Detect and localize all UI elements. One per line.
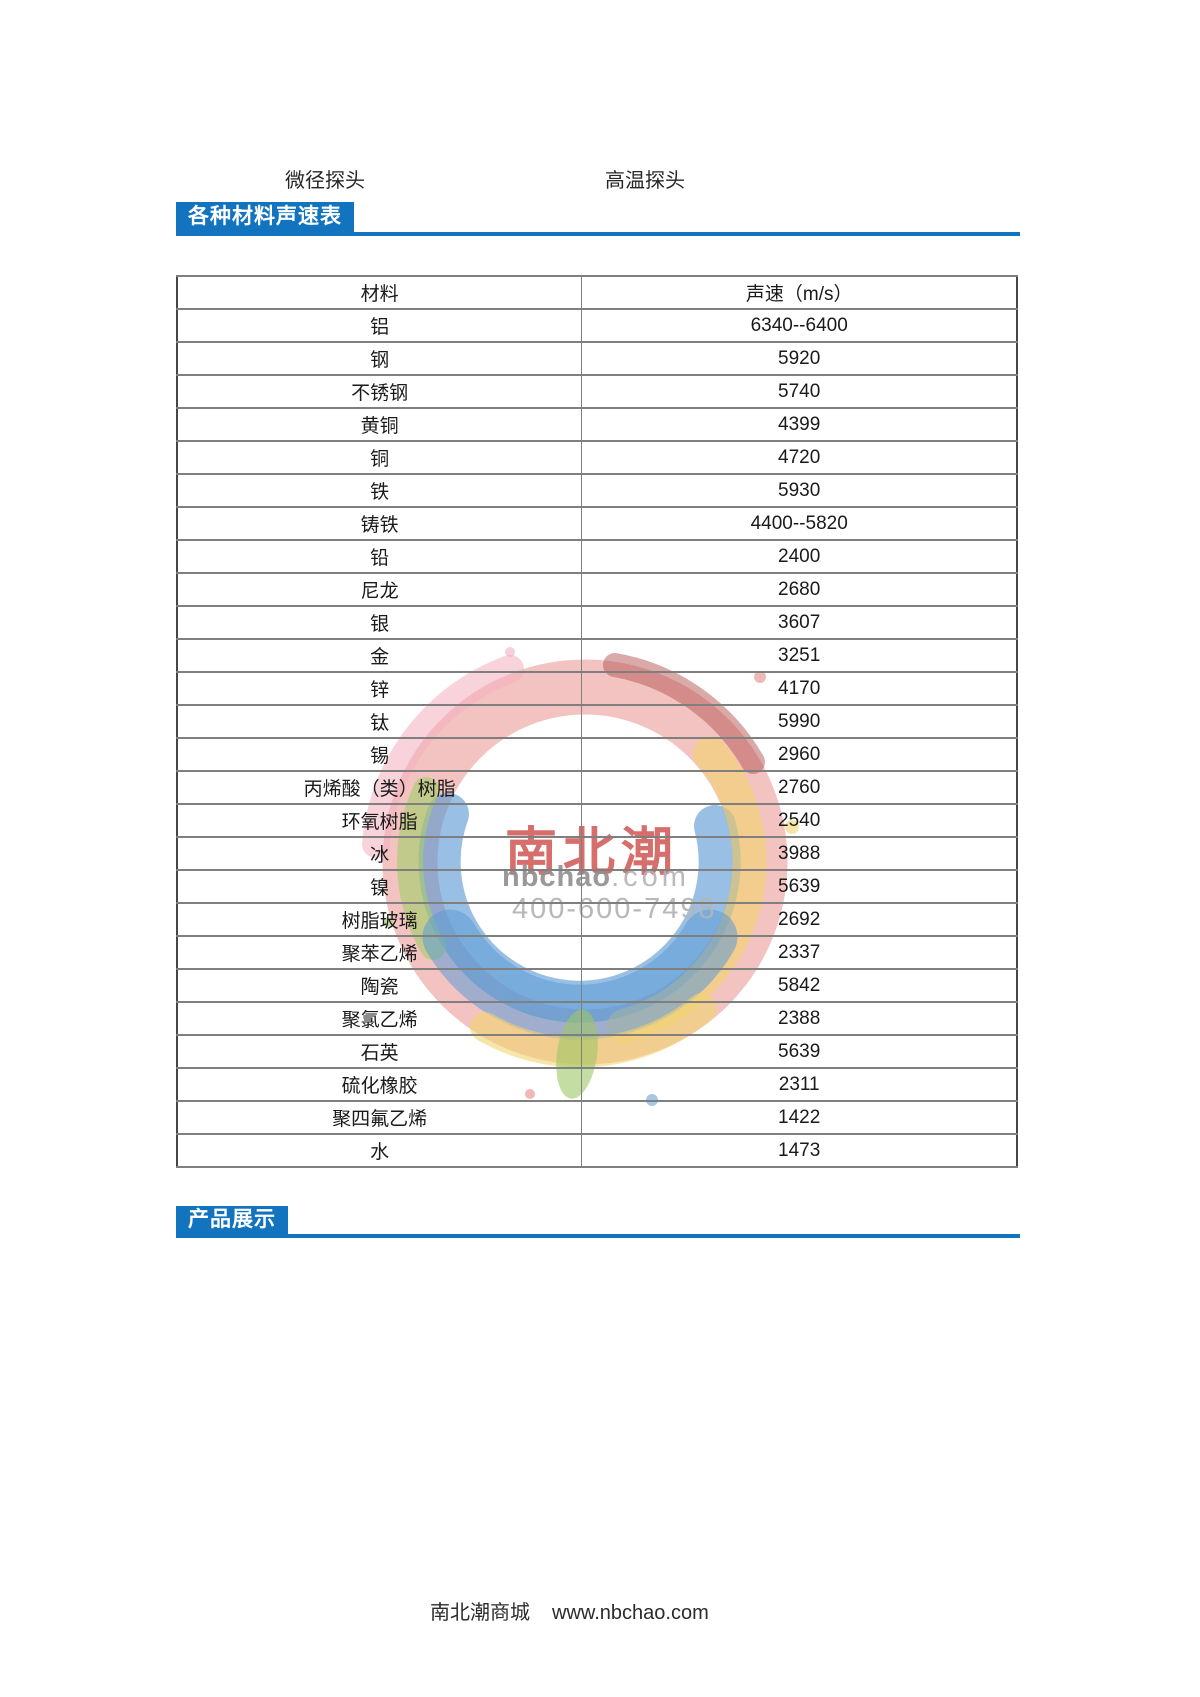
velocity-cell: 2337 bbox=[581, 935, 1018, 970]
material-cell: 聚氯乙烯 bbox=[176, 1001, 583, 1036]
velocity-cell: 4399 bbox=[581, 407, 1018, 442]
velocity-cell: 6340--6400 bbox=[581, 308, 1018, 343]
material-cell: 锌 bbox=[176, 671, 583, 706]
table-row: 锡 2960 bbox=[176, 737, 1018, 772]
table-body: 铝 6340--6400 钢 5920 不锈钢 5740 黄铜 4399 铜 4720 铁 5930 铸… bbox=[176, 308, 1018, 1168]
table-row: 不锈钢 5740 bbox=[176, 374, 1018, 409]
table-row: 树脂玻璃 2692 bbox=[176, 902, 1018, 937]
material-cell: 钢 bbox=[176, 341, 583, 376]
probe-label-micro: 微径探头 bbox=[285, 170, 365, 192]
velocity-cell: 3251 bbox=[581, 638, 1018, 673]
probe-label-hightemp: 高温探头 bbox=[605, 170, 685, 192]
section-title-velocity-table: 各种材料声速表 bbox=[176, 202, 354, 232]
velocity-cell: 4720 bbox=[581, 440, 1018, 475]
table-row: 钢 5920 bbox=[176, 341, 1018, 376]
page-footer: 南北潮商城 www.nbchao.com bbox=[430, 1596, 709, 1625]
velocity-cell: 2388 bbox=[581, 1001, 1018, 1036]
material-cell: 环氧树脂 bbox=[176, 803, 583, 838]
velocity-cell: 5990 bbox=[581, 704, 1018, 739]
material-cell: 陶瓷 bbox=[176, 968, 583, 1003]
table-row: 聚四氟乙烯 1422 bbox=[176, 1100, 1018, 1135]
table-row: 环氧树脂 2540 bbox=[176, 803, 1018, 838]
velocity-cell: 1422 bbox=[581, 1100, 1018, 1135]
material-cell: 铜 bbox=[176, 440, 583, 475]
velocity-cell: 5842 bbox=[581, 968, 1018, 1003]
material-cell: 铅 bbox=[176, 539, 583, 574]
material-cell: 铁 bbox=[176, 473, 583, 508]
velocity-cell: 2760 bbox=[581, 770, 1018, 805]
table-row: 锌 4170 bbox=[176, 671, 1018, 706]
velocity-cell: 2400 bbox=[581, 539, 1018, 574]
velocity-cell: 3988 bbox=[581, 836, 1018, 871]
material-cell: 黄铜 bbox=[176, 407, 583, 442]
table-row: 铸铁 4400--5820 bbox=[176, 506, 1018, 541]
velocity-cell: 5639 bbox=[581, 1034, 1018, 1069]
table-row: 铝 6340--6400 bbox=[176, 308, 1018, 343]
table-row: 铁 5930 bbox=[176, 473, 1018, 508]
velocity-cell: 2680 bbox=[581, 572, 1018, 607]
velocity-cell: 4400--5820 bbox=[581, 506, 1018, 541]
velocity-cell: 2311 bbox=[581, 1067, 1018, 1102]
table-row: 镍 5639 bbox=[176, 869, 1018, 904]
material-cell: 镍 bbox=[176, 869, 583, 904]
material-cell: 铸铁 bbox=[176, 506, 583, 541]
section-divider-line-2 bbox=[176, 1234, 1020, 1238]
material-cell: 聚四氟乙烯 bbox=[176, 1100, 583, 1135]
velocity-cell: 5639 bbox=[581, 869, 1018, 904]
section-divider-line bbox=[176, 232, 1020, 236]
table-row: 聚苯乙烯 2337 bbox=[176, 935, 1018, 970]
material-cell: 聚苯乙烯 bbox=[176, 935, 583, 970]
table-row: 丙烯酸（类）树脂 2760 bbox=[176, 770, 1018, 805]
section-title-products: 产品展示 bbox=[176, 1206, 288, 1234]
footer-store-name: 南北潮商城 bbox=[430, 1602, 530, 1624]
velocity-cell: 2540 bbox=[581, 803, 1018, 838]
material-cell: 树脂玻璃 bbox=[176, 902, 583, 937]
velocity-cell: 2692 bbox=[581, 902, 1018, 937]
velocity-cell: 1473 bbox=[581, 1133, 1018, 1168]
material-cell: 冰 bbox=[176, 836, 583, 871]
material-cell: 锡 bbox=[176, 737, 583, 772]
velocity-cell: 4170 bbox=[581, 671, 1018, 706]
table-row: 黄铜 4399 bbox=[176, 407, 1018, 442]
table-row: 聚氯乙烯 2388 bbox=[176, 1001, 1018, 1036]
table-row: 钛 5990 bbox=[176, 704, 1018, 739]
table-row: 铅 2400 bbox=[176, 539, 1018, 574]
sound-velocity-table: 材料 声速（m/s） 铝 6340--6400 钢 5920 不锈钢 5740 黄铜 4399… bbox=[176, 275, 1018, 1168]
table-row: 石英 5639 bbox=[176, 1034, 1018, 1069]
header-velocity: 声速（m/s） bbox=[581, 275, 1018, 310]
velocity-cell: 3607 bbox=[581, 605, 1018, 640]
header-material: 材料 bbox=[176, 275, 583, 310]
material-cell: 丙烯酸（类）树脂 bbox=[176, 770, 583, 805]
velocity-cell: 5930 bbox=[581, 473, 1018, 508]
table-row: 金 3251 bbox=[176, 638, 1018, 673]
table-row: 尼龙 2680 bbox=[176, 572, 1018, 607]
material-cell: 钛 bbox=[176, 704, 583, 739]
velocity-cell: 5740 bbox=[581, 374, 1018, 409]
table-row: 硫化橡胶 2311 bbox=[176, 1067, 1018, 1102]
table-row: 冰 3988 bbox=[176, 836, 1018, 871]
footer-website: www.nbchao.com bbox=[552, 1602, 709, 1624]
material-cell: 硫化橡胶 bbox=[176, 1067, 583, 1102]
table-row: 铜 4720 bbox=[176, 440, 1018, 475]
table-row: 水 1473 bbox=[176, 1133, 1018, 1168]
velocity-cell: 5920 bbox=[581, 341, 1018, 376]
material-cell: 金 bbox=[176, 638, 583, 673]
material-cell: 铝 bbox=[176, 308, 583, 343]
material-cell: 不锈钢 bbox=[176, 374, 583, 409]
table-header-row: 材料 声速（m/s） bbox=[176, 275, 1018, 310]
material-cell: 尼龙 bbox=[176, 572, 583, 607]
table-row: 陶瓷 5842 bbox=[176, 968, 1018, 1003]
velocity-cell: 2960 bbox=[581, 737, 1018, 772]
material-cell: 石英 bbox=[176, 1034, 583, 1069]
material-cell: 银 bbox=[176, 605, 583, 640]
table-row: 银 3607 bbox=[176, 605, 1018, 640]
material-cell: 水 bbox=[176, 1133, 583, 1168]
